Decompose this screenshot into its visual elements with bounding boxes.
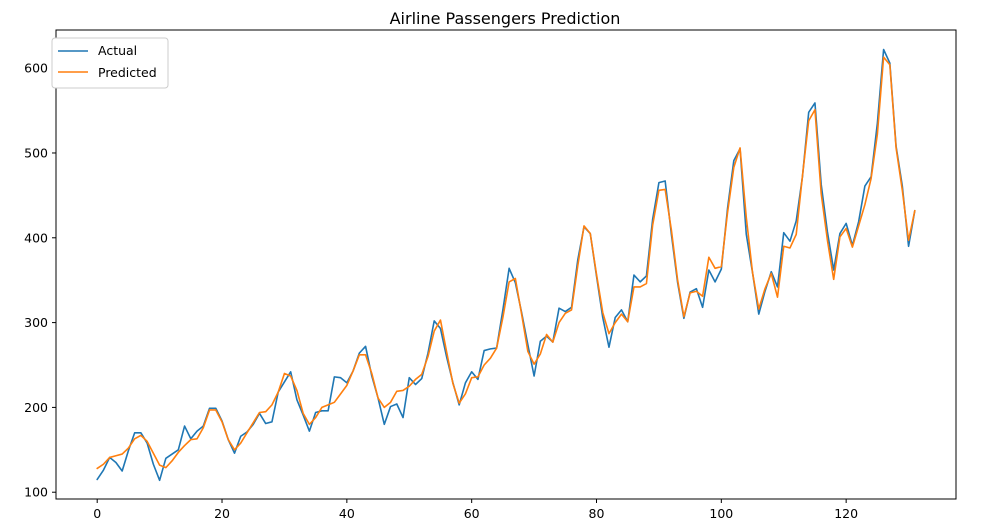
series-line-predicted	[96, 56, 916, 470]
y-tick-label: 300	[24, 315, 48, 330]
x-tick-label: 60	[464, 506, 480, 521]
x-tick-label: 20	[214, 506, 230, 521]
y-tick-label: 100	[24, 485, 48, 500]
x-tick-label: 40	[339, 506, 355, 521]
series-line-actual	[96, 48, 916, 482]
y-tick-label: 400	[24, 230, 48, 245]
y-tick-label: 600	[24, 61, 48, 76]
legend-label-predicted: Predicted	[98, 65, 157, 80]
plot-frame	[55, 29, 957, 500]
x-tick-label: 120	[834, 506, 858, 521]
y-tick-label: 500	[24, 145, 48, 160]
chart-title: Airline Passengers Prediction	[390, 9, 621, 28]
legend-label-actual: Actual	[98, 43, 137, 58]
x-tick-label: 80	[589, 506, 605, 521]
x-tick-label: 100	[709, 506, 733, 521]
series-layer	[96, 48, 916, 482]
x-axis: 0 20 40 60 80 100 120	[93, 499, 858, 521]
x-tick-label: 0	[93, 506, 101, 521]
y-tick-label: 200	[24, 400, 48, 415]
y-axis: 100 200 300 400 500 600	[24, 61, 56, 500]
legend: Actual Predicted	[51, 37, 169, 89]
